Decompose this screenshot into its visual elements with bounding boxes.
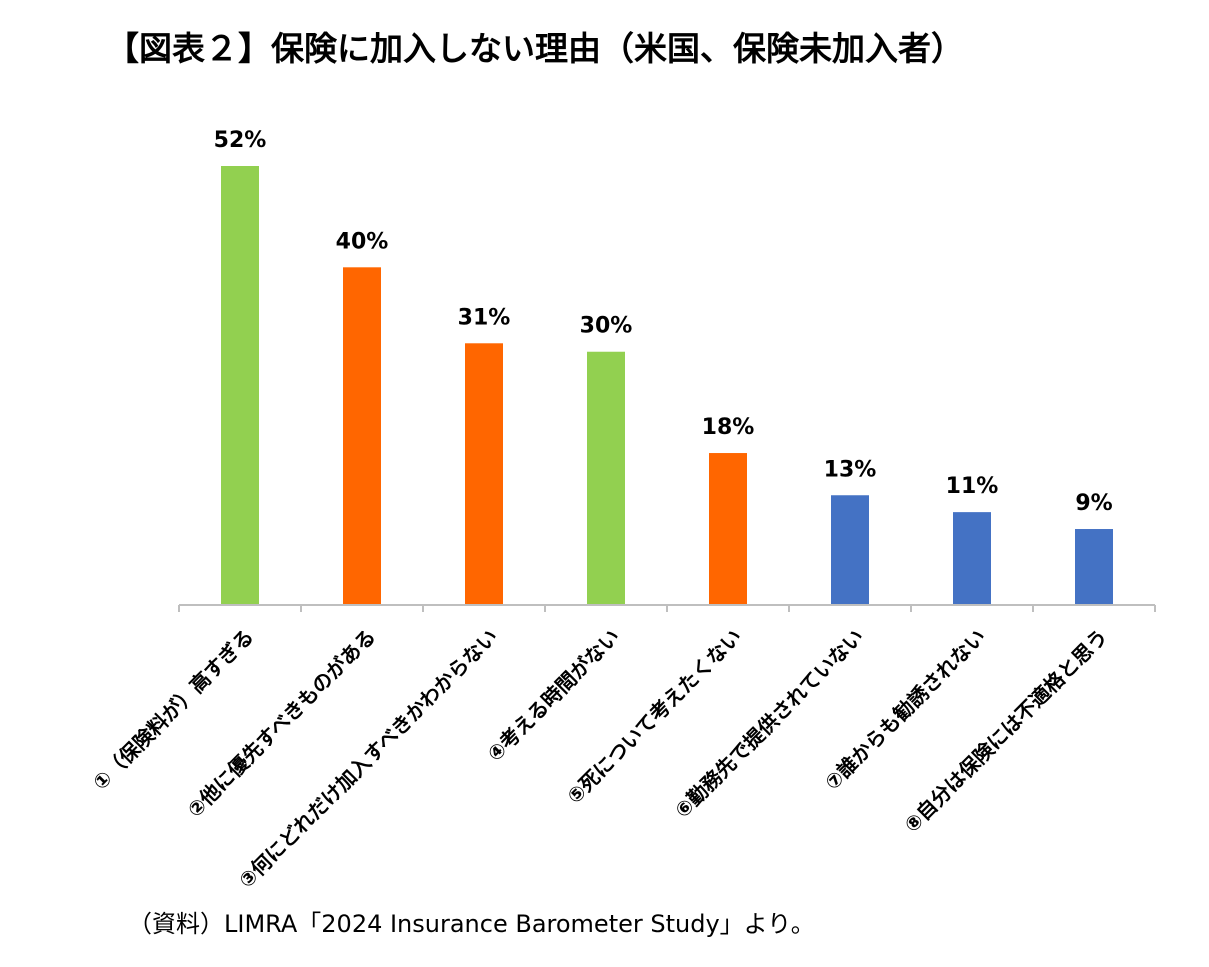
data-label: 9% (1075, 491, 1112, 516)
data-label: 40% (336, 229, 389, 254)
value-labels-group: 52% 40% 31% 30% 18% 13% 11% 9% (214, 128, 1113, 516)
data-label: 31% (458, 305, 511, 330)
category-label: ③何にどれだけ加入すべきかわからない (234, 624, 502, 892)
bar (465, 343, 503, 605)
bars-group (221, 166, 1113, 605)
bar (587, 351, 625, 605)
bar (953, 512, 991, 605)
data-label: 18% (702, 415, 755, 440)
bar (831, 495, 869, 605)
data-label: 52% (214, 128, 267, 153)
bar (343, 267, 381, 605)
bar (1075, 529, 1113, 605)
category-label: ④考える時間がない (483, 624, 625, 766)
data-label: 13% (824, 457, 877, 482)
data-label: 11% (946, 474, 999, 499)
category-label: ⑧自分は保険には不適格と思う (899, 624, 1112, 837)
bar (709, 453, 747, 605)
chart-title: 【図表２】保険に加入しない理由（米国、保険未加入者） (106, 29, 964, 68)
bar (221, 166, 259, 605)
data-label: 30% (580, 314, 633, 339)
bar-chart: 52% 40% 31% 30% 18% 13% 11% 9% ①（保険料が）高すぎる②他に優先… (88, 128, 1156, 893)
source-note: （資料）LIMRA「2024 Insurance Barometer Study… (128, 910, 815, 938)
category-labels-group: ①（保険料が）高すぎる②他に優先すべきものがある③何にどれだけ加入すべきかわから… (88, 624, 1112, 892)
x-axis (178, 604, 1156, 612)
